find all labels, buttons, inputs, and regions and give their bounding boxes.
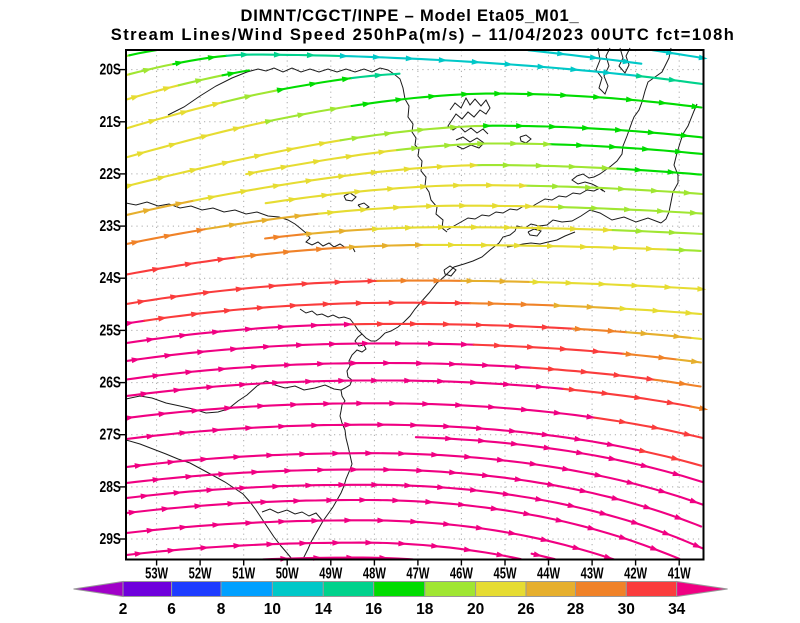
svg-text:26: 26 (517, 601, 535, 618)
svg-text:28S: 28S (100, 479, 122, 496)
svg-text:8: 8 (217, 601, 226, 618)
svg-text:28: 28 (567, 601, 585, 618)
svg-text:50W: 50W (276, 566, 299, 583)
svg-text:30: 30 (618, 601, 635, 618)
svg-text:47W: 47W (406, 566, 429, 583)
svg-text:16: 16 (365, 601, 383, 618)
svg-text:43W: 43W (581, 566, 604, 583)
svg-text:49W: 49W (319, 566, 342, 583)
svg-text:DIMNT/CGCT/INPE – Model Eta05: DIMNT/CGCT/INPE – Model Eta05_M01_ (241, 7, 580, 25)
svg-text:23S: 23S (100, 218, 122, 235)
svg-text:29S: 29S (100, 531, 122, 548)
svg-text:53W: 53W (145, 566, 168, 583)
svg-text:48W: 48W (363, 566, 386, 583)
svg-text:21S: 21S (100, 114, 122, 131)
svg-text:45W: 45W (494, 566, 517, 583)
svg-text:52W: 52W (189, 566, 212, 583)
svg-text:22S: 22S (100, 166, 122, 183)
svg-text:25S: 25S (100, 322, 122, 339)
svg-text:42W: 42W (624, 566, 647, 583)
svg-text:20S: 20S (100, 62, 122, 79)
svg-text:27S: 27S (100, 427, 122, 444)
svg-text:26S: 26S (100, 375, 122, 392)
svg-text:6: 6 (167, 601, 176, 618)
svg-text:34: 34 (668, 601, 686, 618)
svg-text:2: 2 (119, 601, 128, 618)
svg-text:Stream Lines/Wind Speed 250hPa: Stream Lines/Wind Speed 250hPa(m/s) – 11… (111, 26, 735, 44)
svg-text:51W: 51W (232, 566, 255, 583)
svg-text:18: 18 (416, 601, 434, 618)
svg-text:44W: 44W (537, 566, 560, 583)
svg-text:20: 20 (467, 601, 484, 618)
svg-text:41W: 41W (668, 566, 691, 583)
svg-text:14: 14 (315, 601, 333, 618)
svg-text:24S: 24S (100, 270, 122, 287)
svg-text:46W: 46W (450, 566, 473, 583)
svg-text:10: 10 (264, 601, 281, 618)
